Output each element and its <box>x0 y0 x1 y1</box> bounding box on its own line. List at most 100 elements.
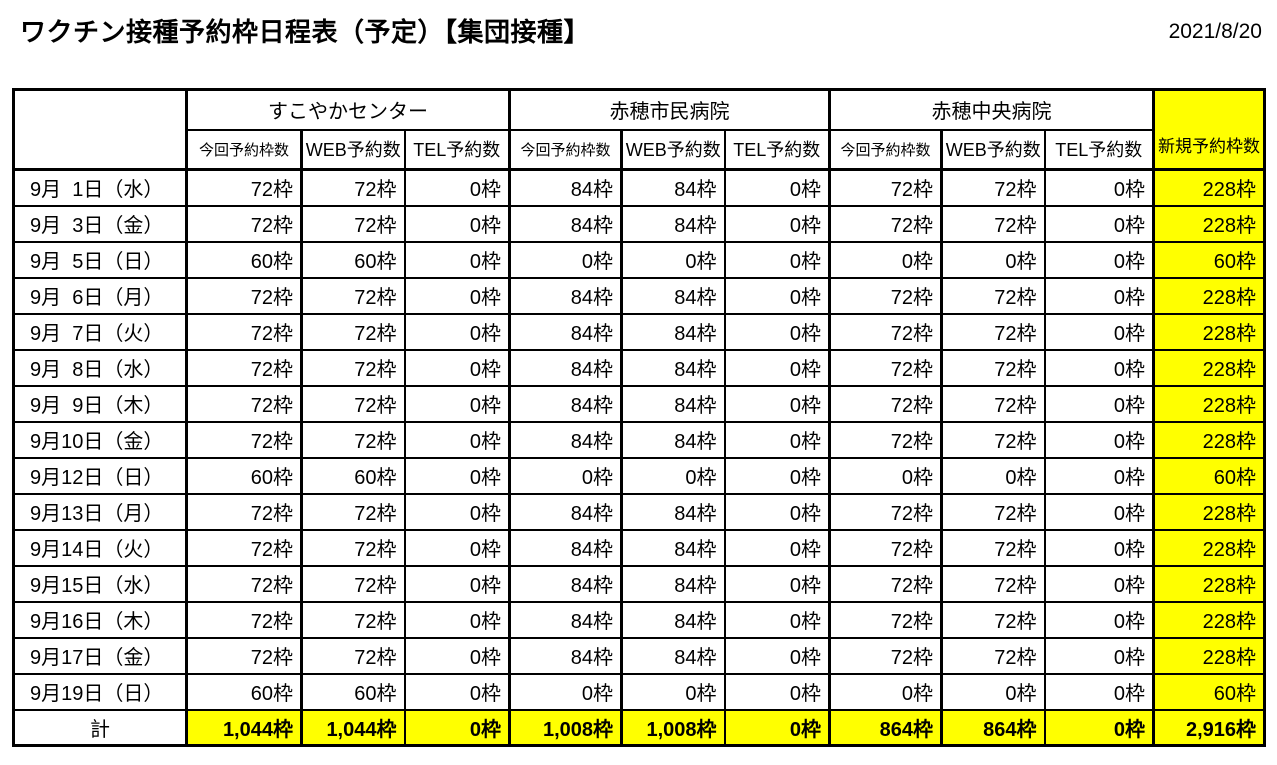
date-cell: 9月12日（日） <box>12 456 188 495</box>
new-slots-header: 新規予約枠数 <box>1152 88 1266 171</box>
value-cell: 84枠 <box>620 600 726 639</box>
table-row: 9月 9日（木） 72枠 72枠 0枠 84枠 84枠 0枠 72枠 72枠 0枠 228枠 <box>12 384 1266 423</box>
value-cell: 0枠 <box>403 348 511 387</box>
value-cell: 0枠 <box>1044 672 1155 711</box>
table-row: 9月12日（日） 60枠 60枠 0枠 0枠 0枠 0枠 0枠 0枠 0枠 60枠 <box>12 456 1266 495</box>
value-cell: 0枠 <box>724 384 831 423</box>
value-cell: 72枠 <box>828 492 943 531</box>
value-cell: 84枠 <box>620 276 726 315</box>
value-cell: 72枠 <box>185 528 303 567</box>
value-cell: 72枠 <box>185 420 303 459</box>
value-cell: 84枠 <box>508 348 623 387</box>
new-slots-value-cell: 228枠 <box>1152 564 1266 603</box>
value-cell: 84枠 <box>620 312 726 351</box>
value-cell: 0枠 <box>724 456 831 495</box>
value-cell: 84枠 <box>508 564 623 603</box>
date-cell: 9月16日（木） <box>12 600 188 639</box>
total-value-cell: 0枠 <box>403 708 511 747</box>
value-cell: 0枠 <box>724 420 831 459</box>
total-label-cell: 計 <box>12 708 188 747</box>
date-cell: 9月13日（月） <box>12 492 188 531</box>
value-cell: 72枠 <box>300 564 406 603</box>
value-cell: 0枠 <box>620 456 726 495</box>
total-value-cell: 0枠 <box>724 708 831 747</box>
value-cell: 0枠 <box>508 456 623 495</box>
table-row: 9月17日（金） 72枠 72枠 0枠 84枠 84枠 0枠 72枠 72枠 0枠 228枠 <box>12 636 1266 675</box>
new-slots-value-cell: 60枠 <box>1152 456 1266 495</box>
value-cell: 84枠 <box>620 348 726 387</box>
value-cell: 0枠 <box>724 276 831 315</box>
value-cell: 0枠 <box>1044 312 1155 351</box>
value-cell: 0枠 <box>403 456 511 495</box>
value-cell: 0枠 <box>403 276 511 315</box>
new-slots-value-cell: 228枠 <box>1152 528 1266 567</box>
new-slots-value-cell: 228枠 <box>1152 384 1266 423</box>
value-cell: 0枠 <box>724 636 831 675</box>
value-cell: 0枠 <box>1044 276 1155 315</box>
value-cell: 72枠 <box>828 312 943 351</box>
value-cell: 84枠 <box>508 204 623 243</box>
new-slots-value-cell: 228枠 <box>1152 276 1266 315</box>
value-cell: 72枠 <box>940 384 1046 423</box>
value-cell: 0枠 <box>1044 528 1155 567</box>
new-slots-value-cell: 228枠 <box>1152 168 1266 207</box>
value-cell: 0枠 <box>508 240 623 279</box>
value-cell: 0枠 <box>403 528 511 567</box>
table-row: 9月 6日（月） 72枠 72枠 0枠 84枠 84枠 0枠 72枠 72枠 0枠 228枠 <box>12 276 1266 315</box>
new-slots-value-cell: 228枠 <box>1152 636 1266 675</box>
table-row: 9月 8日（水） 72枠 72枠 0枠 84枠 84枠 0枠 72枠 72枠 0枠 228枠 <box>12 348 1266 387</box>
value-cell: 72枠 <box>300 384 406 423</box>
value-cell: 84枠 <box>620 636 726 675</box>
value-cell: 72枠 <box>828 204 943 243</box>
value-cell: 0枠 <box>724 600 831 639</box>
value-cell: 84枠 <box>620 420 726 459</box>
total-value-cell: 2,916枠 <box>1152 708 1266 747</box>
value-cell: 72枠 <box>828 636 943 675</box>
value-cell: 84枠 <box>620 168 726 207</box>
value-cell: 72枠 <box>828 276 943 315</box>
value-cell: 0枠 <box>508 672 623 711</box>
value-cell: 84枠 <box>620 384 726 423</box>
value-cell: 0枠 <box>403 564 511 603</box>
value-cell: 84枠 <box>508 312 623 351</box>
value-cell: 84枠 <box>508 600 623 639</box>
value-cell: 0枠 <box>1044 204 1155 243</box>
value-cell: 0枠 <box>1044 348 1155 387</box>
value-cell: 60枠 <box>300 672 406 711</box>
date-cell: 9月 3日（金） <box>12 204 188 243</box>
new-slots-value-cell: 228枠 <box>1152 312 1266 351</box>
date-cell: 9月10日（金） <box>12 420 188 459</box>
group-header-row: すこやかセンター 赤穂市民病院 赤穂中央病院 新規予約枠数 <box>12 88 1266 171</box>
value-cell: 72枠 <box>940 636 1046 675</box>
value-cell: 72枠 <box>185 636 303 675</box>
date-cell: 9月14日（火） <box>12 528 188 567</box>
value-cell: 0枠 <box>724 672 831 711</box>
value-cell: 72枠 <box>828 528 943 567</box>
value-cell: 72枠 <box>185 384 303 423</box>
value-cell: 72枠 <box>940 528 1046 567</box>
value-cell: 0枠 <box>724 312 831 351</box>
value-cell: 0枠 <box>828 456 943 495</box>
date-cell: 9月 8日（水） <box>12 348 188 387</box>
value-cell: 72枠 <box>185 276 303 315</box>
value-cell: 84枠 <box>620 204 726 243</box>
sub-header-tel-reservations: TEL予約数 <box>724 128 831 171</box>
new-slots-value-cell: 60枠 <box>1152 240 1266 279</box>
value-cell: 84枠 <box>508 636 623 675</box>
new-slots-value-cell: 228枠 <box>1152 600 1266 639</box>
date-cell: 9月 1日（水） <box>12 168 188 207</box>
sub-header-current-slots: 今回予約枠数 <box>828 128 943 171</box>
total-value-cell: 864枠 <box>940 708 1046 747</box>
value-cell: 72枠 <box>185 204 303 243</box>
value-cell: 0枠 <box>403 384 511 423</box>
value-cell: 72枠 <box>185 312 303 351</box>
value-cell: 72枠 <box>300 600 406 639</box>
page-title: ワクチン接種予約枠日程表（予定）【集団接種】 <box>20 17 591 47</box>
value-cell: 0枠 <box>724 492 831 531</box>
table-row: 9月 3日（金） 72枠 72枠 0枠 84枠 84枠 0枠 72枠 72枠 0枠 228枠 <box>12 204 1266 243</box>
date-cell: 9月 5日（日） <box>12 240 188 279</box>
value-cell: 0枠 <box>1044 564 1155 603</box>
value-cell: 84枠 <box>620 564 726 603</box>
total-row: 計 1,044枠 1,044枠 0枠 1,008枠 1,008枠 0枠 864枠 864枠 0枠 2… <box>12 708 1266 747</box>
date-cell: 9月19日（日） <box>12 672 188 711</box>
